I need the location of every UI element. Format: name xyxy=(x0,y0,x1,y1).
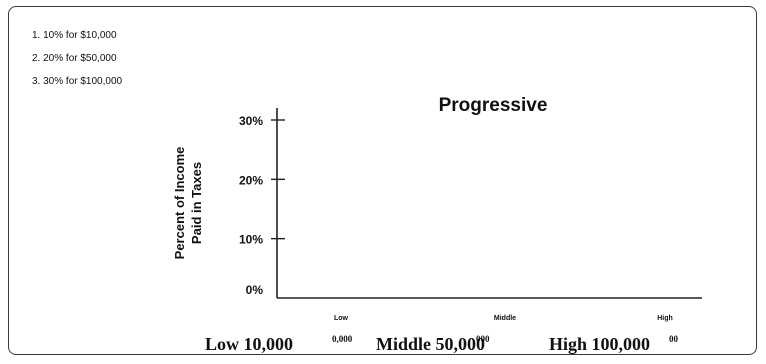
y-axis-label-line2: Paid in Taxes xyxy=(189,162,204,244)
y-axis-label: Percent of Income Paid in Taxes xyxy=(172,147,204,260)
y-axis-label-line1: Percent of Income xyxy=(172,147,187,260)
y-tick-label: 10% xyxy=(239,233,263,247)
bottom-label: High 100,000 xyxy=(549,334,650,354)
chart-title: Progressive xyxy=(439,95,548,116)
bottom-label-superscript: 0,000 xyxy=(332,334,353,344)
bottom-label-superscript: 00 xyxy=(669,334,679,344)
note-item: 3. 30% for $100,000 xyxy=(32,76,123,87)
y-tick-label: 0% xyxy=(246,283,264,297)
bottom-label-superscript: 000 xyxy=(476,334,490,344)
x-category-label: Low xyxy=(334,315,349,322)
bottom-label: Low 10,000 xyxy=(205,334,293,354)
note-item: 2. 20% for $50,000 xyxy=(32,53,117,64)
x-category-label: Middle xyxy=(494,315,516,322)
y-ticks: 0% 10% 20% 30% xyxy=(239,114,285,297)
x-categories: Low Middle High xyxy=(334,315,673,322)
y-tick-label: 30% xyxy=(239,114,263,128)
note-item: 1. 10% for $10,000 xyxy=(32,30,117,41)
chart-frame xyxy=(8,6,757,355)
x-category-label: High xyxy=(657,315,673,322)
notes-list: 1. 10% for $10,000 2. 20% for $50,000 3.… xyxy=(32,30,122,99)
bottom-label: Middle 50,000 xyxy=(376,334,485,354)
y-tick-label: 20% xyxy=(239,173,263,187)
